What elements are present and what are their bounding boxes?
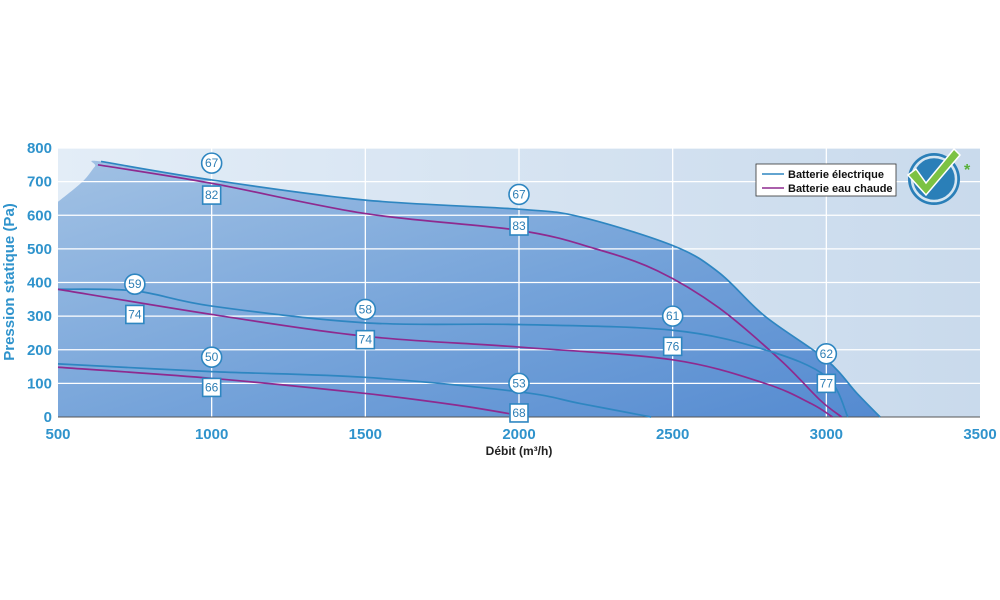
marker-label: 77 bbox=[820, 376, 834, 390]
marker-square-shape bbox=[509, 403, 529, 423]
curve-hot-water bbox=[97, 163, 843, 418]
legend: Batterie électrique Batterie eau chaude bbox=[755, 163, 897, 197]
marker-square-shape bbox=[201, 185, 222, 205]
x-tick-label: 3500 bbox=[963, 426, 996, 443]
annotations: 67 82 67 83 59 74 58 74 61 76 62 77 50 66 53 68 bbox=[124, 152, 838, 423]
marker-label: 68 bbox=[512, 406, 526, 420]
square-marker: 76 bbox=[662, 336, 683, 357]
curve-hot-water bbox=[57, 288, 833, 418]
x-tick-label: 500 bbox=[45, 426, 70, 443]
marker-label: 76 bbox=[666, 339, 680, 353]
y-tick-label: 800 bbox=[27, 140, 52, 157]
legend-box bbox=[755, 163, 897, 197]
x-axis: 500 1000 1500 2000 2500 3000 3500 bbox=[45, 426, 996, 443]
circle-marker: 50 bbox=[200, 346, 223, 368]
marker-label: 74 bbox=[359, 333, 373, 347]
y-tick-label: 100 bbox=[27, 375, 52, 392]
marker-label: 61 bbox=[666, 309, 680, 323]
x-tick-label: 2000 bbox=[502, 426, 535, 443]
square-marker: 77 bbox=[816, 373, 837, 394]
marker-label: 67 bbox=[205, 156, 219, 170]
x-tick-label: 1000 bbox=[195, 426, 228, 443]
x-tick-label: 1500 bbox=[349, 426, 382, 443]
curve-hot-water bbox=[57, 366, 520, 417]
marker-square-shape bbox=[355, 329, 376, 350]
marker-label: 59 bbox=[128, 277, 142, 291]
marker-circle-shape bbox=[200, 346, 223, 368]
y-tick-label: 500 bbox=[27, 241, 52, 258]
marker-square-shape bbox=[662, 336, 683, 357]
marker-label: 50 bbox=[205, 350, 219, 364]
curve-electric bbox=[57, 363, 652, 418]
y-tick-label: 400 bbox=[27, 275, 52, 292]
marker-square-shape bbox=[816, 373, 837, 394]
square-marker: 68 bbox=[509, 403, 529, 423]
marker-label: 67 bbox=[512, 187, 526, 201]
circle-marker: 62 bbox=[815, 342, 838, 365]
marker-label: 82 bbox=[205, 188, 219, 202]
y-tick-label: 700 bbox=[27, 174, 52, 191]
y-axis-title: Pression statique (Pa) bbox=[1, 203, 18, 361]
marker-label: 66 bbox=[205, 380, 219, 394]
marker-label: 62 bbox=[820, 347, 834, 361]
square-marker: 82 bbox=[201, 185, 222, 205]
square-marker: 83 bbox=[509, 216, 529, 236]
certification-logo: * bbox=[906, 147, 971, 205]
marker-label: 83 bbox=[512, 219, 526, 233]
circle-marker: 59 bbox=[124, 273, 146, 295]
marker-square-shape bbox=[125, 304, 145, 325]
circle-marker: 67 bbox=[200, 152, 223, 174]
y-tick-label: 600 bbox=[27, 207, 52, 224]
square-marker: 74 bbox=[125, 304, 145, 325]
legend-label-hot-water: Batterie eau chaude bbox=[788, 183, 893, 195]
marker-circle-shape bbox=[508, 183, 530, 206]
marker-square-shape bbox=[201, 377, 222, 398]
x-tick-label: 2500 bbox=[656, 426, 689, 443]
marker-circle-shape bbox=[815, 342, 838, 365]
circle-marker: 67 bbox=[508, 183, 530, 206]
y-tick-label: 300 bbox=[27, 308, 52, 325]
x-tick-label: 3000 bbox=[810, 426, 843, 443]
marker-circle-shape bbox=[661, 305, 684, 327]
circle-marker: 53 bbox=[508, 372, 530, 395]
circle-marker: 61 bbox=[661, 305, 684, 327]
curve-electric bbox=[57, 288, 849, 418]
marker-circle-shape bbox=[200, 152, 223, 174]
marker-label: 74 bbox=[128, 307, 142, 321]
marker-label: 58 bbox=[359, 302, 373, 316]
y-axis: 0 100 200 300 400 500 600 700 800 bbox=[27, 140, 52, 426]
y-tick-label: 200 bbox=[27, 342, 52, 359]
checkmark-icon bbox=[906, 147, 962, 197]
x-axis-title: Débit (m³/h) bbox=[486, 444, 553, 458]
legend-label-electric: Batterie électrique bbox=[788, 169, 884, 181]
logo-asterisk: * bbox=[964, 162, 971, 179]
square-marker: 74 bbox=[355, 329, 376, 350]
square-marker: 66 bbox=[201, 377, 222, 398]
y-tick-label: 0 bbox=[44, 409, 52, 426]
marker-square-shape bbox=[509, 216, 529, 236]
marker-circle-shape bbox=[354, 298, 377, 321]
marker-circle-shape bbox=[508, 372, 530, 395]
marker-label: 53 bbox=[512, 376, 526, 390]
circle-marker: 58 bbox=[354, 298, 377, 321]
marker-circle-shape bbox=[124, 273, 146, 295]
curves bbox=[57, 160, 881, 418]
